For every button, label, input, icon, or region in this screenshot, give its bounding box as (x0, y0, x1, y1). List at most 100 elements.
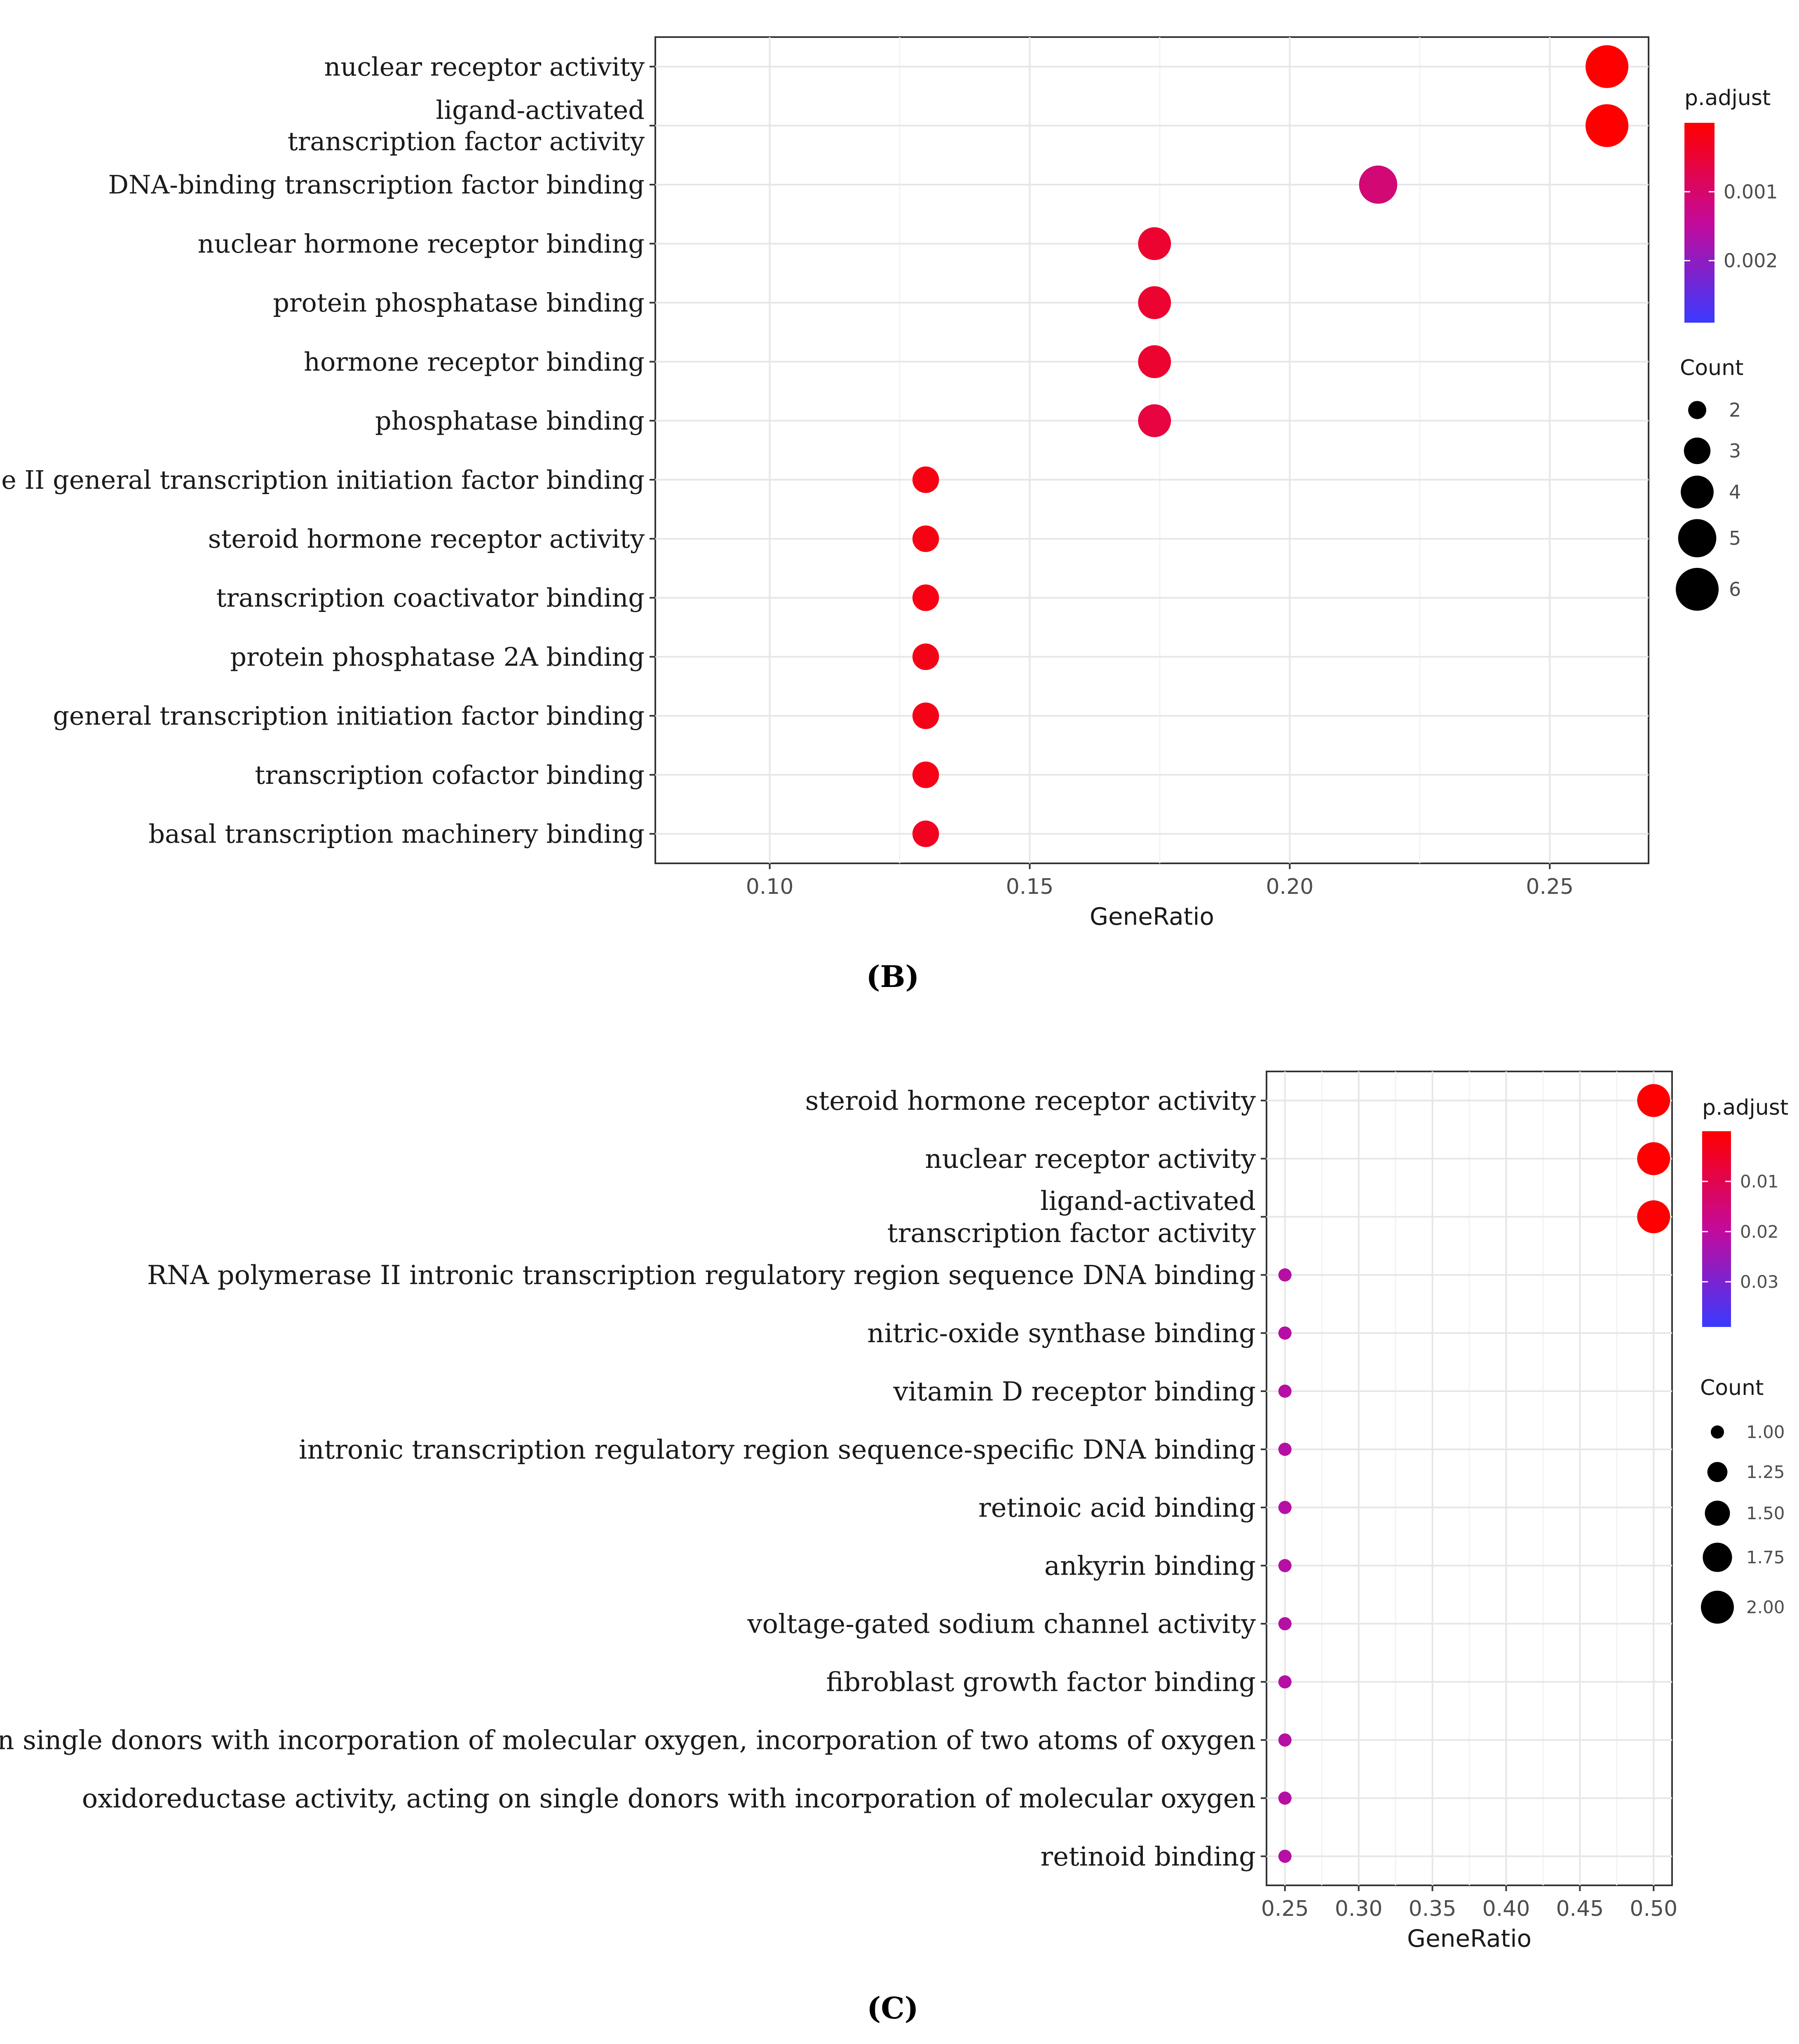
panel-b: 0.10 0.15 0.20 0.25 nuclear receptor activit… (0, 36, 1778, 994)
size-legend-key (1684, 437, 1711, 464)
size-legend-key (1676, 568, 1719, 611)
panel-caption: (C) (867, 1990, 918, 2025)
size-legend-title: Count (1700, 1376, 1764, 1400)
x-tick-label: 0.25 (1261, 1896, 1309, 1921)
category-label: vitamin D receptor binding (893, 1376, 1256, 1407)
data-point (1359, 165, 1398, 204)
category-label: basal transcription machinery binding (148, 819, 645, 849)
data-point (1278, 1849, 1292, 1863)
data-point (1138, 345, 1171, 378)
size-legend-label: 6 (1729, 578, 1741, 600)
color-legend-bar (1702, 1131, 1731, 1327)
category-label: transcription cofactor binding (255, 760, 645, 790)
x-tick-label: 0.40 (1482, 1896, 1530, 1921)
data-point (1278, 1733, 1292, 1747)
category-label: general transcription initiation factor … (53, 701, 645, 731)
category-label: phosphatase binding (375, 406, 645, 436)
data-point (1278, 1442, 1292, 1456)
data-point (1278, 1501, 1292, 1514)
category-label: protein phosphatase 2A binding (230, 642, 645, 672)
category-label: protein phosphatase binding (273, 288, 645, 318)
data-point (1278, 1617, 1292, 1631)
data-point (912, 820, 939, 847)
category-label: DNA-binding transcription factor binding (108, 170, 645, 200)
data-point (912, 643, 939, 670)
size-legend-title: Count (1680, 356, 1743, 380)
category-label: ankyrin binding (1044, 1551, 1256, 1582)
data-point (1278, 1384, 1292, 1398)
size-legend-key (1688, 401, 1706, 419)
category-label: RNA polymerase II general transcription … (0, 465, 645, 495)
size-legend-key (1701, 1591, 1734, 1624)
x-tick-label: 0.30 (1335, 1896, 1383, 1921)
size-legend-label: 5 (1729, 527, 1741, 549)
data-point (1586, 104, 1629, 147)
data-point (1278, 1791, 1292, 1805)
category-label: nitric-oxide synthase binding (867, 1318, 1256, 1349)
category-label: voltage-gated sodium channel activity (747, 1609, 1256, 1640)
category-label: retinoic acid binding (978, 1493, 1256, 1523)
data-point (1637, 1200, 1670, 1233)
data-point (1138, 404, 1171, 437)
size-legend-label: 3 (1729, 440, 1741, 462)
size-legend-label: 1.75 (1746, 1547, 1785, 1568)
color-legend-title: p.adjust (1702, 1095, 1788, 1120)
size-legend-label: 4 (1729, 481, 1741, 503)
data-point (1586, 45, 1629, 88)
color-legend-label: 0.002 (1724, 250, 1778, 272)
data-point (1138, 227, 1171, 260)
size-legend-label: 1.25 (1746, 1462, 1785, 1482)
x-tick-label: 0.25 (1526, 874, 1574, 899)
data-point (912, 525, 939, 552)
category-label: nuclear receptor activity (324, 52, 645, 82)
size-legend-key (1711, 1425, 1724, 1439)
category-label: ligand-activated (1040, 1186, 1256, 1217)
color-legend-label: 0.03 (1740, 1272, 1779, 1292)
x-tick-label: 0.20 (1266, 874, 1313, 899)
category-label: oxidoreductase activity, acting on singl… (82, 1784, 1256, 1814)
x-tick-label: 0.35 (1409, 1896, 1457, 1921)
category-label: steroid hormone receptor activity (208, 524, 645, 554)
category-label: fibroblast growth factor binding (826, 1667, 1256, 1698)
category-label: oxidoreductase activity, acting on singl… (0, 1725, 1256, 1756)
x-tick-label: 0.15 (1006, 874, 1054, 899)
x-tick-label: 0.10 (746, 874, 794, 899)
size-legend-key (1705, 1500, 1730, 1526)
data-point (912, 702, 939, 729)
color-legend-label: 0.02 (1740, 1221, 1779, 1242)
color-legend-bar (1684, 123, 1715, 323)
color-legend-label: 0.01 (1740, 1171, 1779, 1191)
x-tick-label: 0.45 (1556, 1896, 1604, 1921)
category-label: transcription factor activity (288, 126, 645, 156)
data-point (1637, 1084, 1670, 1117)
color-legend-title: p.adjust (1684, 86, 1771, 110)
data-point (1637, 1142, 1670, 1175)
category-label: retinoid binding (1041, 1842, 1256, 1872)
plot-panel (654, 36, 1649, 864)
data-point (912, 466, 939, 493)
x-axis-title: GeneRatio (1407, 1924, 1532, 1953)
size-legend-label: 1.00 (1746, 1422, 1785, 1442)
data-point (1278, 1675, 1292, 1689)
size-legend-key (1681, 476, 1714, 509)
category-label: RNA polymerase II intronic transcription… (147, 1260, 1256, 1291)
category-label: nuclear receptor activity (925, 1144, 1256, 1174)
category-label: ligand-activated (436, 95, 645, 125)
category-label: transcription factor activity (887, 1218, 1256, 1249)
data-point (1278, 1326, 1292, 1340)
data-point (912, 584, 939, 611)
size-legend-key (1703, 1542, 1732, 1572)
data-point (1278, 1268, 1292, 1282)
size-legend-key (1678, 519, 1717, 558)
size-legend-label: 1.50 (1746, 1503, 1785, 1524)
size-legend-label: 2 (1729, 399, 1741, 421)
category-label: transcription coactivator binding (216, 583, 645, 613)
data-point (1138, 286, 1171, 319)
category-label: nuclear hormone receptor binding (198, 229, 645, 259)
color-legend-label: 0.001 (1724, 180, 1778, 203)
size-legend-label: 2.00 (1746, 1597, 1785, 1617)
x-tick-label: 0.50 (1630, 1896, 1677, 1921)
data-point (1278, 1559, 1292, 1573)
category-label: intronic transcription regulatory region… (299, 1435, 1256, 1465)
